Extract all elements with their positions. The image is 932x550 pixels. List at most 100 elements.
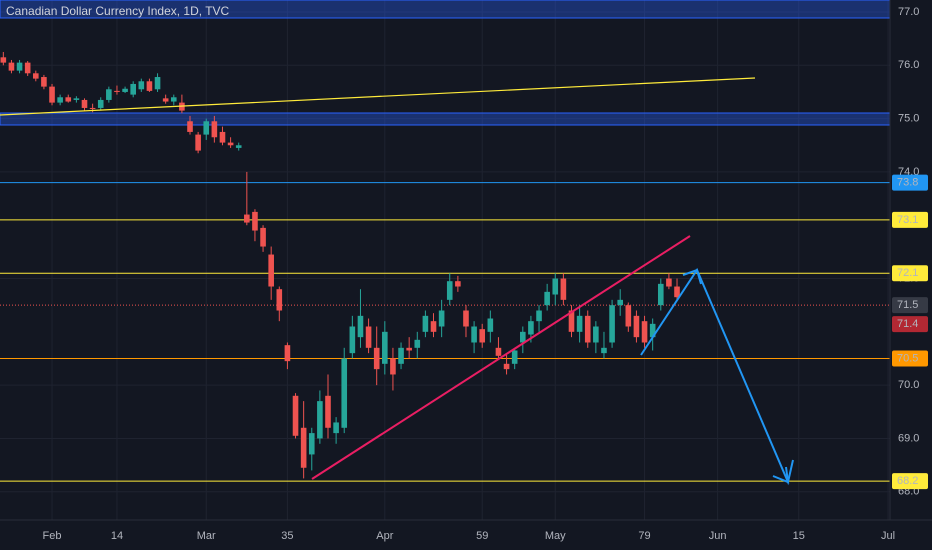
level-label: 73.8 [897, 176, 918, 188]
x-tick-label: 14 [111, 530, 123, 542]
chart-title: Canadian Dollar Currency Index, 1D, TVC [6, 4, 230, 18]
x-tick-label: 35 [281, 530, 293, 542]
arrow-head [682, 268, 702, 285]
zone [0, 112, 891, 126]
level-label-bg [892, 174, 928, 191]
candle-body [584, 315, 591, 343]
level-label: 72.1 [897, 267, 918, 279]
candle-body [24, 62, 31, 74]
candle-body [503, 363, 510, 370]
arrow-head [772, 466, 790, 484]
candle-body [16, 62, 23, 71]
y-tick-label: 77.0 [898, 6, 919, 18]
candle-body [576, 315, 583, 332]
x-tick-label: Jul [881, 530, 895, 542]
level-label-bg [892, 211, 928, 228]
candle-body [227, 142, 234, 146]
x-tick-label: May [545, 530, 566, 542]
candle-body [617, 299, 623, 306]
candle-body [235, 145, 242, 148]
y-tick-label: 69.0 [898, 432, 919, 444]
candle-body [73, 98, 80, 100]
candle-body [8, 62, 15, 71]
level-label-bg [892, 473, 928, 490]
trend-line [311, 235, 691, 480]
candle-body [406, 347, 412, 351]
candle-body [593, 326, 599, 343]
candle-body [552, 278, 559, 295]
candle-body [633, 315, 640, 338]
level-label: 73.1 [897, 214, 918, 226]
axes: 77.076.075.074.072.070.069.068.0Feb14Mar… [43, 6, 928, 542]
candle-body [438, 310, 445, 327]
candle-body [390, 358, 396, 375]
candle-body [203, 121, 210, 135]
candle-body [609, 305, 615, 343]
candle-body [373, 347, 380, 370]
candle-body [414, 339, 421, 348]
x-tick-label: 59 [476, 530, 488, 542]
candle-body [211, 121, 218, 138]
x-tick-label: Mar [197, 530, 216, 542]
y-tick-label: 70.0 [898, 379, 919, 391]
candle-body [365, 326, 372, 348]
candle-body [122, 88, 128, 92]
candle-body [398, 347, 404, 364]
candle-body [276, 289, 283, 311]
candle-body [252, 211, 258, 231]
levels [0, 182, 890, 482]
candle-body [325, 395, 331, 428]
candle-body [560, 278, 567, 300]
candle-body [657, 283, 664, 306]
candle-body [195, 134, 201, 151]
candle-body [81, 99, 88, 108]
candle-body [341, 358, 348, 428]
candle-body [536, 310, 542, 322]
level-label: 71.5 [897, 299, 918, 311]
candle-body [244, 214, 250, 223]
candle-body [625, 305, 632, 327]
level-label: 68.2 [897, 475, 918, 487]
candle-body [260, 227, 266, 247]
y-tick-label: 75.0 [898, 113, 919, 125]
candle-body [649, 323, 656, 338]
candle-body [479, 329, 486, 343]
candle-body [268, 254, 274, 287]
candle-body [308, 433, 315, 455]
x-tick-label: Apr [376, 530, 393, 542]
candle-body [0, 57, 7, 63]
x-tick-label: Jun [709, 530, 727, 542]
candle-body [154, 77, 161, 90]
candle-body [97, 99, 104, 108]
candle-body [601, 347, 607, 354]
forecast-arrow [640, 267, 794, 486]
candle-body [430, 321, 437, 332]
candle-body [187, 121, 193, 132]
level-label: 71.4 [897, 318, 918, 330]
candle-body [349, 326, 356, 354]
candle-body [357, 315, 364, 338]
candle-body [455, 281, 461, 287]
candle-body [446, 281, 453, 300]
candle-body [114, 90, 120, 92]
candle-body [106, 89, 112, 100]
candle-body [41, 77, 47, 87]
candle-body [162, 98, 169, 102]
candle-body [130, 83, 136, 95]
x-tick-label: 79 [638, 530, 650, 542]
candle-body [674, 286, 680, 298]
candle-body [495, 347, 502, 356]
candle-body [422, 315, 429, 332]
x-tick-label: Feb [43, 530, 62, 542]
y-tick-label: 76.0 [898, 59, 919, 71]
candle-body [382, 331, 388, 364]
x-tick-label: 15 [793, 530, 805, 542]
candle-body [219, 131, 226, 143]
candle-body [32, 73, 39, 79]
level-label-bg [892, 316, 928, 333]
trend-line [0, 77, 756, 116]
candle-body [544, 291, 550, 306]
candle-body [284, 345, 291, 362]
